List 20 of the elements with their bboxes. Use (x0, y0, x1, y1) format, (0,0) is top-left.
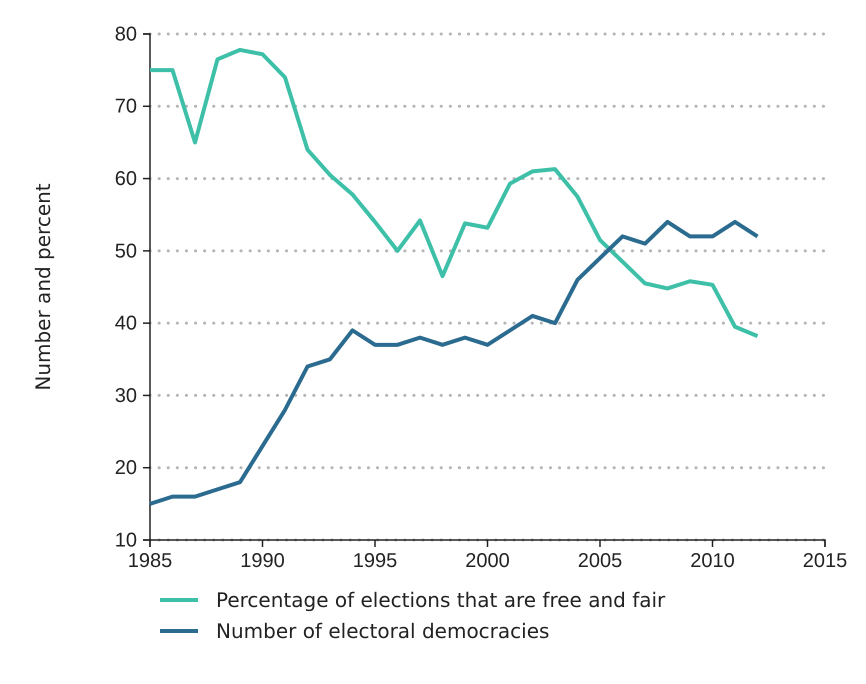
legend-label: Number of electoral democracies (216, 619, 550, 643)
x-tick-label: 1990 (240, 550, 285, 572)
y-tick-label: 40 (114, 312, 137, 335)
y-tick-label: 50 (114, 240, 137, 262)
x-tick-label: 2000 (465, 550, 510, 572)
line-series (148, 220, 760, 506)
y-tick-label: 60 (114, 168, 137, 190)
x-tick-label: 1985 (128, 550, 172, 572)
y-axis-title: Number and percent (31, 183, 55, 391)
x-tick-label: 2005 (578, 550, 622, 572)
x-tick-label: 1995 (352, 550, 398, 572)
y-tick-label: 30 (114, 384, 137, 407)
x-tick-label: 2015 (802, 550, 848, 572)
x-tick-label: 2010 (690, 550, 735, 572)
legend-label: Percentage of elections that are free and fair (216, 588, 666, 612)
y-tick-label: 80 (114, 23, 137, 46)
y-tick-label: 70 (114, 96, 137, 118)
y-tick-label: 10 (114, 529, 137, 552)
y-tick-label: 20 (114, 457, 137, 480)
line-series (148, 48, 760, 338)
